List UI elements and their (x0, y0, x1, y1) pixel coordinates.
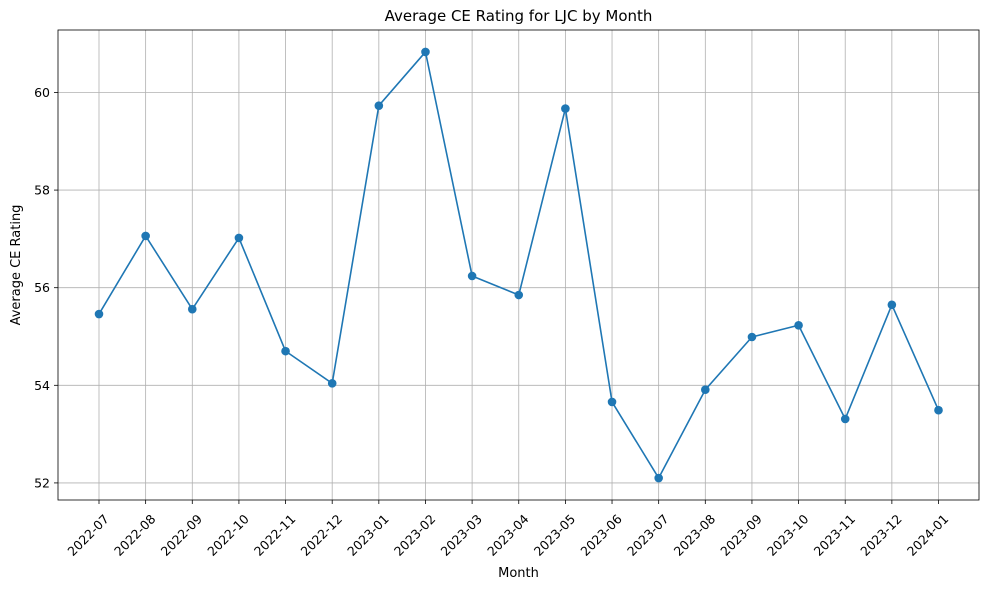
data-point (421, 47, 430, 57)
data-point (187, 304, 197, 314)
data-point (467, 271, 477, 281)
data-point (607, 397, 617, 407)
x-tick-label: 2022-10 (204, 511, 252, 559)
data-point (840, 414, 850, 424)
y-tick-label: 58 (34, 183, 50, 198)
x-tick-label: 2022-07 (64, 511, 112, 559)
y-tick-label: 56 (34, 280, 50, 295)
data-point (327, 379, 337, 388)
data-point (141, 231, 150, 241)
x-tick-label: 2022-12 (298, 511, 346, 559)
data-point (281, 346, 290, 356)
x-tick-label: 2022-08 (111, 511, 159, 559)
data-point (514, 290, 524, 300)
y-axis-label: Average CE Rating (9, 205, 24, 326)
x-tick-label: 2023-11 (811, 511, 859, 559)
y-tick-label: 60 (34, 85, 50, 100)
x-tick-label: 2023-03 (437, 511, 485, 559)
x-tick-label: 2022-09 (158, 511, 206, 559)
y-axis: 52 54 56 58 60 (34, 85, 58, 490)
data-point (887, 300, 897, 310)
data-point (654, 473, 663, 483)
data-point (234, 233, 244, 243)
x-tick-label: 2023-10 (764, 511, 812, 559)
data-point (94, 309, 104, 319)
data-point (747, 332, 757, 342)
x-tick-label: 2023-06 (577, 511, 625, 559)
data-point (934, 405, 943, 415)
x-tick-label: 2023-05 (531, 511, 579, 559)
data-point (374, 101, 384, 110)
x-tick-label: 2022-11 (251, 511, 299, 559)
series-layer (94, 47, 943, 483)
x-tick-label: 2023-12 (857, 511, 905, 559)
x-tick-label: 2023-01 (344, 511, 392, 559)
y-tick-label: 54 (34, 378, 50, 393)
x-tick-label: 2023-07 (624, 511, 672, 559)
chart-title: Average CE Rating for LJC by Month (385, 7, 653, 25)
grid (58, 30, 979, 500)
data-point (561, 104, 570, 113)
x-tick-label: 2023-09 (717, 511, 765, 559)
x-tick-label: 2023-02 (391, 511, 439, 559)
data-point (701, 385, 710, 394)
y-tick-label: 52 (34, 475, 50, 490)
x-tick-label: 2024-01 (904, 511, 952, 559)
x-tick-label: 2023-04 (484, 511, 532, 559)
x-axis: 2022-07 2022-08 2022-09 2022-10 2022-11 2022-… (64, 500, 951, 559)
x-axis-label: Month (498, 566, 539, 581)
data-point (794, 320, 803, 330)
x-tick-label: 2023-08 (671, 511, 719, 559)
